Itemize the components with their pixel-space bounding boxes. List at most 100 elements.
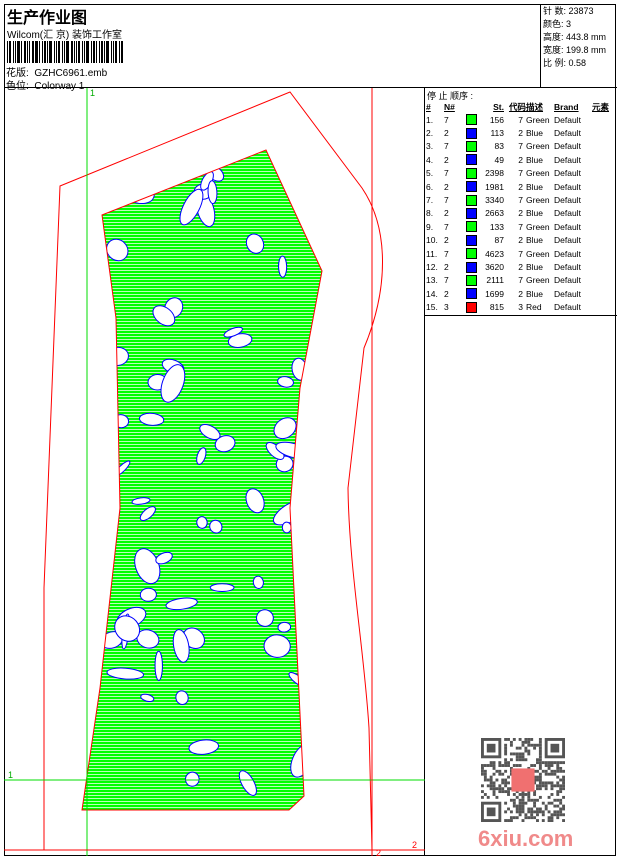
column-header: 代码 (508, 101, 526, 112)
brand: Default (554, 261, 581, 272)
color-swatch (466, 275, 477, 286)
ornament-cutout (256, 609, 274, 627)
qr-module (536, 778, 539, 782)
table-row[interactable]: 6. 2 1981 2 Blue Default (426, 180, 616, 193)
barcode-bar (61, 41, 63, 63)
row-number: 3. (426, 141, 434, 152)
qr-module (541, 801, 545, 805)
ornament-cutout (152, 305, 176, 327)
table-row[interactable]: 8. 2 2663 2 Blue Default (426, 207, 616, 220)
element (592, 207, 616, 220)
table-row[interactable]: 14. 2 1699 2 Blue Default (426, 287, 616, 300)
qr-module (524, 816, 528, 820)
row-number: 13. (426, 275, 438, 286)
needle-number: 7 (444, 275, 449, 286)
qr-module (547, 801, 551, 805)
table-row[interactable]: 12. 2 3620 2 Blue Default (426, 260, 616, 273)
qr-module (544, 787, 548, 791)
qr-module (527, 740, 531, 744)
qr-module (515, 764, 519, 767)
brand: Default (554, 221, 581, 232)
qr-module (481, 790, 484, 794)
barcode-bar (7, 41, 8, 63)
qr-module (556, 813, 560, 817)
table-row[interactable]: 1. 7 156 7 Green Default (426, 113, 616, 126)
qr-module (530, 798, 534, 802)
table-row[interactable]: 10. 2 87 2 Blue Default (426, 234, 616, 247)
qr-module (521, 752, 525, 756)
qr-module (521, 804, 525, 808)
qr-module (489, 787, 493, 791)
table-row[interactable]: 2. 2 113 2 Blue Default (426, 126, 616, 139)
qr-module (512, 764, 516, 767)
qr-module (518, 793, 522, 796)
table-row[interactable]: 7. 7 3340 7 Green Default (426, 193, 616, 206)
color-description: Blue (526, 128, 544, 139)
qr-module (527, 749, 531, 753)
color-code: 3 (518, 302, 523, 313)
qr-module (550, 787, 554, 791)
barcode-bar (86, 41, 90, 63)
qr-module (538, 766, 542, 770)
qr-code[interactable] (481, 738, 565, 822)
qr-module (530, 807, 534, 811)
qr-module (530, 816, 534, 820)
ornament-cutout (106, 238, 129, 262)
qr-module (559, 790, 563, 794)
element (592, 180, 616, 193)
qr-module (550, 813, 554, 817)
qr-module (524, 746, 528, 750)
qr-finder (486, 743, 496, 753)
qr-module (556, 816, 560, 820)
ornament-cutout (277, 621, 292, 633)
qr-module (527, 790, 531, 794)
qr-module (538, 743, 542, 747)
qr-module (518, 738, 522, 741)
brand: Default (554, 168, 581, 179)
ornament-cutout (209, 519, 223, 534)
qr-module (536, 819, 539, 822)
qr-module (544, 781, 548, 785)
qr-module (544, 804, 548, 808)
table-row[interactable]: 11. 7 4623 7 Green Default (426, 247, 616, 260)
swatch-cell (466, 234, 480, 247)
qr-module (489, 781, 493, 785)
qr-module (562, 795, 565, 799)
qr-module (504, 764, 508, 767)
row-number: 15. (426, 302, 438, 313)
element (592, 167, 616, 180)
color-code: 2 (518, 235, 523, 246)
color-description: Blue (526, 235, 544, 246)
ornament-cutout (281, 521, 292, 534)
qr-finder (550, 743, 560, 753)
qr-module (518, 755, 522, 759)
qr-module (518, 813, 522, 817)
color-code: 7 (518, 114, 523, 125)
qr-module (536, 807, 539, 811)
ornament-cutout (223, 326, 243, 338)
qr-module (533, 743, 537, 747)
brand: Default (554, 141, 581, 152)
color-code: 7 (518, 195, 523, 206)
qr-module (521, 810, 525, 814)
design-height: 高度: 443.8 mm (543, 32, 607, 42)
ornament-cutout (155, 551, 173, 565)
qr-module (527, 816, 531, 820)
qr-module (559, 769, 563, 773)
stitch-count: 83 (494, 141, 504, 152)
stop-sequence-title: 停 止 顺序 : (427, 91, 474, 101)
embroidery-fill (82, 150, 322, 810)
barcode-bar (39, 41, 41, 63)
table-row[interactable]: 5. 7 2398 7 Green Default (426, 167, 616, 180)
ornament-cutout (131, 497, 151, 505)
table-row[interactable]: 4. 2 49 2 Blue Default (426, 153, 616, 166)
qr-module (553, 810, 557, 814)
table-row[interactable]: 13. 7 2111 7 Green Default (426, 274, 616, 287)
qr-module (533, 816, 537, 820)
qr-module (533, 798, 537, 802)
table-row[interactable]: 3. 7 83 7 Green Default (426, 140, 616, 153)
column-header: # (426, 101, 431, 112)
qr-module (559, 778, 563, 782)
table-row[interactable]: 15. 3 815 3 Red Default (426, 300, 616, 313)
table-row[interactable]: 9. 7 133 7 Green Default (426, 220, 616, 233)
